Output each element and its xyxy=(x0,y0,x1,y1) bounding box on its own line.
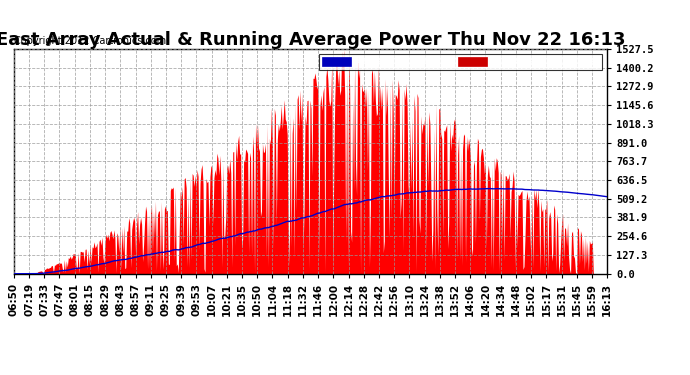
Legend: Average  (DC Watts), East Array  (DC Watts): Average (DC Watts), East Array (DC Watts… xyxy=(319,54,602,70)
Title: East Array Actual & Running Average Power Thu Nov 22 16:13: East Array Actual & Running Average Powe… xyxy=(0,31,625,49)
Text: Copyright 2012 Cartronics.com: Copyright 2012 Cartronics.com xyxy=(14,36,166,46)
